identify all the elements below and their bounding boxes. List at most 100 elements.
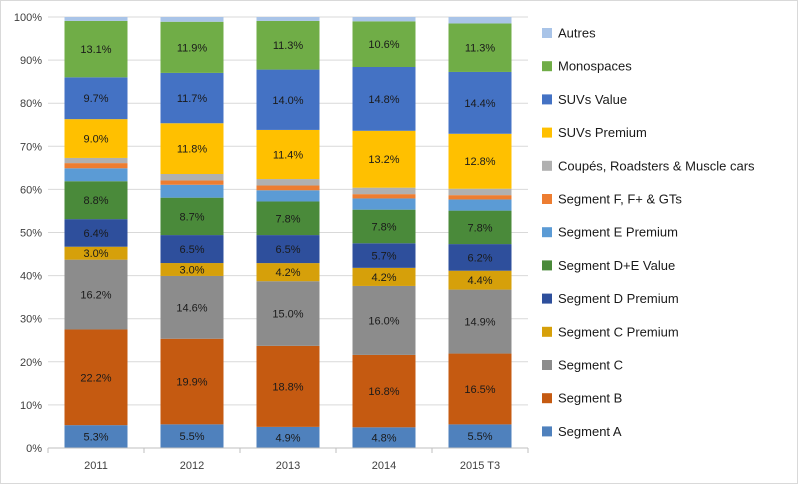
bar-segment — [352, 285, 416, 355]
bar-segment — [256, 190, 320, 202]
bar-segment — [64, 163, 128, 169]
bar-segment — [352, 21, 416, 67]
bar-segment — [448, 424, 512, 448]
bar-segment — [64, 219, 128, 247]
y-tick-label: 30% — [20, 314, 42, 326]
data-label: 5.3% — [83, 432, 108, 444]
data-label: 6.2% — [467, 252, 492, 264]
bar-segment — [448, 71, 512, 134]
bar-segment — [160, 17, 224, 22]
legend-label: Autres — [558, 26, 596, 41]
bar-segment — [448, 188, 512, 196]
bar-segment — [352, 243, 416, 268]
data-label: 16.2% — [80, 290, 111, 302]
bar-segment — [352, 427, 416, 448]
bar-segment — [160, 235, 224, 264]
bar-segment — [64, 17, 128, 21]
legend-swatch — [542, 194, 552, 204]
bar-segment — [160, 174, 224, 181]
legend-swatch — [542, 360, 552, 370]
bar-segment — [352, 198, 416, 210]
data-label: 14.8% — [368, 94, 399, 106]
bar-segment — [256, 263, 320, 282]
data-label: 14.9% — [464, 317, 495, 329]
data-label: 4.8% — [371, 433, 396, 445]
y-tick-label: 10% — [20, 400, 42, 412]
y-tick-label: 20% — [20, 357, 42, 369]
bar-segment — [352, 66, 416, 131]
data-label: 14.0% — [272, 95, 303, 107]
legend-label: Monospaces — [558, 59, 632, 74]
bar-segment — [160, 72, 224, 124]
bar-segment — [448, 17, 512, 24]
data-label: 7.8% — [467, 222, 492, 234]
bar-segment — [256, 69, 320, 130]
y-tick-label: 70% — [20, 141, 42, 153]
bar-segment — [160, 424, 224, 448]
data-label: 7.8% — [275, 213, 300, 225]
bar-segment — [160, 197, 224, 236]
bar-segment — [64, 329, 128, 426]
x-tick-label: 2014 — [372, 460, 396, 472]
bar-segment — [64, 181, 128, 220]
data-label: 4.4% — [467, 275, 492, 287]
data-label: 5.5% — [467, 431, 492, 443]
bar-segment — [256, 281, 320, 346]
bar-segment — [256, 185, 320, 191]
data-label: 11.3% — [273, 40, 304, 52]
bar-segment — [160, 338, 224, 425]
legend-swatch — [542, 160, 552, 171]
bar-segment — [256, 235, 320, 264]
data-label: 6.5% — [275, 244, 300, 256]
legend-swatch — [542, 260, 552, 271]
data-label: 11.9% — [177, 42, 208, 54]
data-label: 6.4% — [83, 228, 108, 240]
y-tick-label: 80% — [20, 98, 42, 110]
bar-segment — [64, 168, 128, 182]
x-tick-label: 2012 — [180, 460, 204, 472]
x-tick-label: 2015 T3 — [460, 460, 500, 472]
bar-segment — [448, 270, 512, 290]
data-label: 11.8% — [177, 144, 208, 156]
bar-segment — [64, 119, 128, 158]
bar-segment — [448, 199, 512, 211]
bar-segment — [352, 187, 416, 195]
data-label: 6.5% — [179, 244, 204, 256]
legend-swatch — [542, 61, 552, 72]
data-label: 9.7% — [83, 93, 108, 105]
bar-segment — [256, 17, 320, 21]
legend-label: Segment C — [558, 358, 623, 373]
data-label: 11.4% — [273, 149, 304, 161]
data-label: 3.0% — [179, 264, 204, 276]
bar-segment — [64, 425, 128, 448]
x-tick-label: 2013 — [276, 460, 300, 472]
data-label: 5.5% — [179, 431, 204, 443]
bar-segment — [256, 201, 320, 236]
legend: Autres Monospaces SUVs Value SUVs Premium Co… — [542, 26, 755, 439]
legend-swatch — [542, 94, 552, 105]
data-label: 3.0% — [83, 248, 108, 260]
legend-swatch — [542, 127, 552, 138]
y-tick-label: 60% — [20, 184, 42, 196]
bar-segment — [352, 17, 416, 22]
bar-segment — [64, 77, 128, 120]
x-tick-label: 2011 — [84, 460, 108, 472]
data-label: 13.2% — [368, 154, 399, 166]
data-label: 4.2% — [371, 272, 396, 284]
data-label: 16.5% — [464, 384, 495, 396]
bar-segment — [352, 354, 416, 428]
legend-label: Segment D Premium — [558, 291, 679, 306]
bar-segment — [160, 263, 224, 276]
bar-segment — [160, 123, 224, 175]
data-label: 16.0% — [368, 315, 399, 327]
data-label: 12.8% — [464, 156, 495, 168]
bar-segment — [448, 289, 512, 354]
data-label: 4.2% — [275, 267, 300, 279]
bar-segment — [256, 179, 320, 186]
bar-segment — [352, 194, 416, 199]
legend-label: Segment E Premium — [558, 225, 678, 240]
axes: 0% 10% 20% 30% 40% 50% 60% 70% 80% 90% 100% 2011 201… — [14, 12, 529, 472]
bars — [64, 17, 512, 448]
legend-label: Segment A — [558, 424, 622, 439]
data-label: 18.8% — [272, 381, 303, 393]
